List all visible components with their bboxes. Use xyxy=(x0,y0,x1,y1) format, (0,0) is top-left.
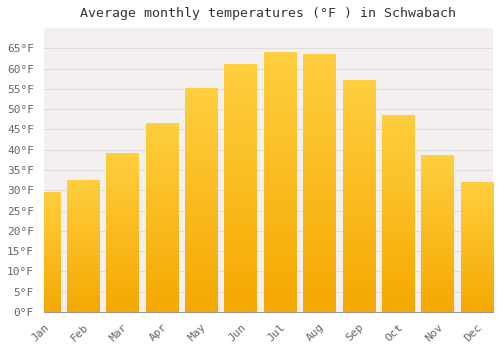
Title: Average monthly temperatures (°F ) in Schwabach: Average monthly temperatures (°F ) in Sc… xyxy=(80,7,456,20)
